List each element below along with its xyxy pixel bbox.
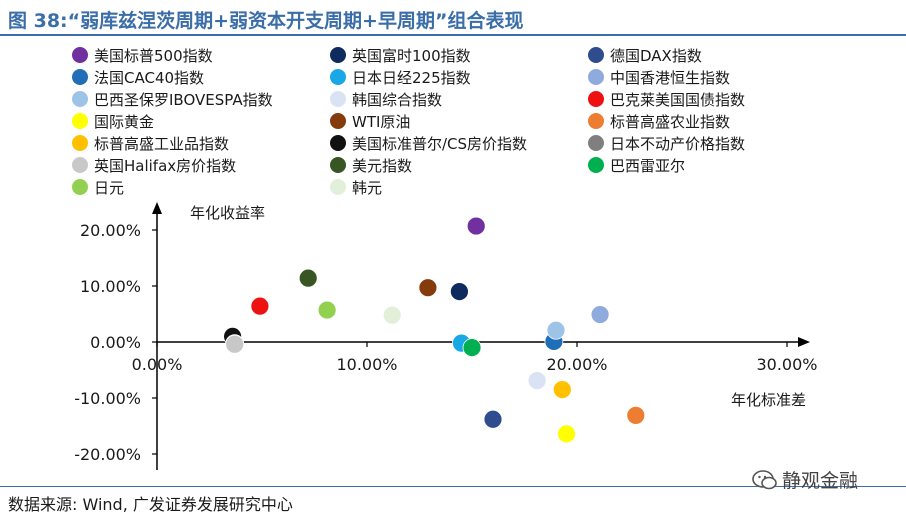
legend-marker [588,113,604,129]
legend-item: 标普高盛工业品指数 [72,133,229,153]
legend-marker [330,179,346,195]
legend-marker [72,157,88,173]
legend-item: 英国富时100指数 [330,45,471,65]
data-point [626,405,646,425]
legend-label: 英国Halifax房价指数 [94,156,237,175]
legend-label: 巴克莱美国国债指数 [610,90,746,109]
title-underline [0,34,906,36]
legend-label: WTI原油 [352,112,411,131]
y-tick-label: -20.00% [74,445,141,464]
x-tick-label: 0.00% [132,355,183,374]
legend-label: 英国富时100指数 [352,46,471,65]
legend-marker [72,179,88,195]
y-tick-label: 10.00% [80,277,141,296]
legend-marker [330,69,346,85]
legend-label: 美国标普500指数 [94,46,213,65]
legend-marker [330,157,346,173]
legend-item: 美国标准普尔/CS房价指数 [330,133,527,153]
title-bar: 图 38:“弱库兹涅茨周期+弱资本开支周期+早周期”组合表现 [0,0,906,36]
x-tick-label: 10.00% [336,355,397,374]
wechat-icon [752,469,777,489]
data-point [382,305,402,325]
legend-marker [588,91,604,107]
legend-label: 标普高盛工业品指数 [94,134,230,153]
legend-label: 韩元 [352,178,383,197]
data-point [527,371,547,391]
legend-label: 韩国综合指数 [352,90,443,109]
legend-item: 韩国综合指数 [330,89,442,109]
watermark-text: 静观金融 [782,470,859,492]
legend-label: 标普高盛农业指数 [610,112,731,131]
data-point [317,300,337,320]
data-point [250,296,270,316]
y-axis-arrow [152,202,162,214]
legend-label: 巴西雷亚尔 [610,156,686,175]
legend-item: WTI原油 [330,111,410,131]
legend-label: 日本不动产价格指数 [610,134,746,153]
y-tick-label: 20.00% [80,221,141,240]
watermark: 静观金融 [752,466,858,493]
legend-item: 法国CAC40指数 [72,67,204,87]
legend-item: 日元 [72,177,124,197]
x-axis-arrow [798,337,810,347]
x-tick-label: 30.00% [756,355,817,374]
footer-rule [0,486,906,487]
legend-label: 德国DAX指数 [610,46,702,65]
legend-marker [72,47,88,63]
legend-marker [72,113,88,129]
y-axis-title: 年化收益率 [190,204,266,222]
legend-marker [330,91,346,107]
x-tick-label: 20.00% [546,355,607,374]
x-axis-title: 年化标准差 [731,391,807,409]
legend-label: 日本日经225指数 [352,68,471,87]
legend-item: 巴西圣保罗IBOVESPA指数 [72,89,273,109]
data-point [590,305,610,324]
legend-item: 日本不动产价格指数 [588,133,745,153]
data-point [449,282,469,302]
legend-item: 国际黄金 [72,111,154,131]
legend-label: 美国标准普尔/CS房价指数 [352,134,528,153]
legend-marker [588,47,604,63]
data-point [462,338,482,358]
legend-item: 英国Halifax房价指数 [72,155,236,175]
legend-item: 日本日经225指数 [330,67,471,87]
data-point [298,268,318,288]
legend-item: 中国香港恒生指数 [588,67,730,87]
y-tick-label: -10.00% [74,389,141,408]
data-point [557,424,576,444]
legend-marker [330,47,346,63]
legend-label: 中国香港恒生指数 [610,68,731,87]
legend-marker [72,69,88,85]
legend-item: 韩元 [330,177,382,197]
legend-label: 日元 [94,178,125,197]
legend-marker [330,113,346,129]
y-tick-label: 0.00% [90,333,141,352]
legend-item: 德国DAX指数 [588,45,702,65]
legend-item: 巴克莱美国国债指数 [588,89,745,109]
legend-marker [72,91,88,107]
legend-marker [330,135,346,151]
legend-label: 国际黄金 [94,112,155,131]
data-point [552,380,572,400]
source-note: 数据来源: Wind, 广发证券发展研究中心 [8,495,293,514]
legend-marker [588,69,604,85]
legend-item: 美元指数 [330,155,412,175]
data-point [483,409,503,429]
legend-marker [588,157,604,173]
chart-title: 图 38:“弱库兹涅茨周期+弱资本开支周期+早周期”组合表现 [8,10,524,32]
data-point [225,334,245,354]
legend-item: 美国标普500指数 [72,45,213,65]
legend-label: 巴西圣保罗IBOVESPA指数 [94,90,273,109]
legend-label: 法国CAC40指数 [94,68,205,87]
legend-item: 巴西雷亚尔 [588,155,685,175]
legend-marker [588,135,604,151]
data-point [418,278,438,298]
legend-item: 标普高盛农业指数 [588,111,730,131]
legend-marker [72,135,88,151]
scatter-plot: 20.00% 10.00% 0.00% -10.00% -20.00% 0.00% 10.0… [74,202,818,470]
legend-label: 美元指数 [352,156,413,175]
data-point [466,216,486,236]
data-point [546,320,566,340]
